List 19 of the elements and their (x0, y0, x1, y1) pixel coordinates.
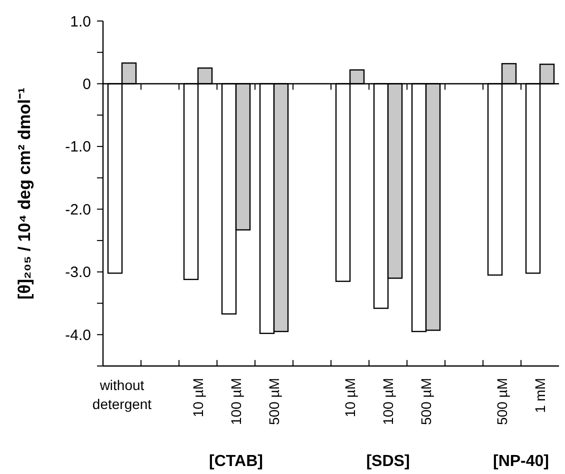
text: [CTAB] (209, 453, 263, 470)
x-tick-label: 500 µM (266, 378, 282, 425)
x-tick-label: 1 mM (532, 378, 548, 413)
text: [SDS] (366, 453, 410, 470)
y-tick-label: -1.0 (65, 138, 91, 156)
x-tick-label: 10 µM (190, 378, 206, 418)
x-tick-label: 100 µM (228, 378, 244, 425)
text: [NP-40] (492, 453, 550, 470)
y-tick-label: 1.0 (70, 13, 91, 30)
x-tick-label: without detergent (92, 377, 152, 412)
y-tick-label: -2.0 (65, 201, 91, 218)
x-tick-label: 100 µM (380, 378, 396, 425)
x-tick-label: 10 µM (342, 378, 358, 418)
y-tick-label: -3.0 (65, 264, 91, 282)
y-axis-title: [θ]₂₀₅ / 10⁴ deg cm² dmol⁻¹ (15, 87, 34, 300)
x-tick-label: 500 µM (418, 378, 434, 425)
y-tick-label: 0 (82, 76, 91, 93)
y-tick-label: -4.0 (65, 326, 91, 344)
x-tick-label: 500 µM (494, 378, 510, 425)
